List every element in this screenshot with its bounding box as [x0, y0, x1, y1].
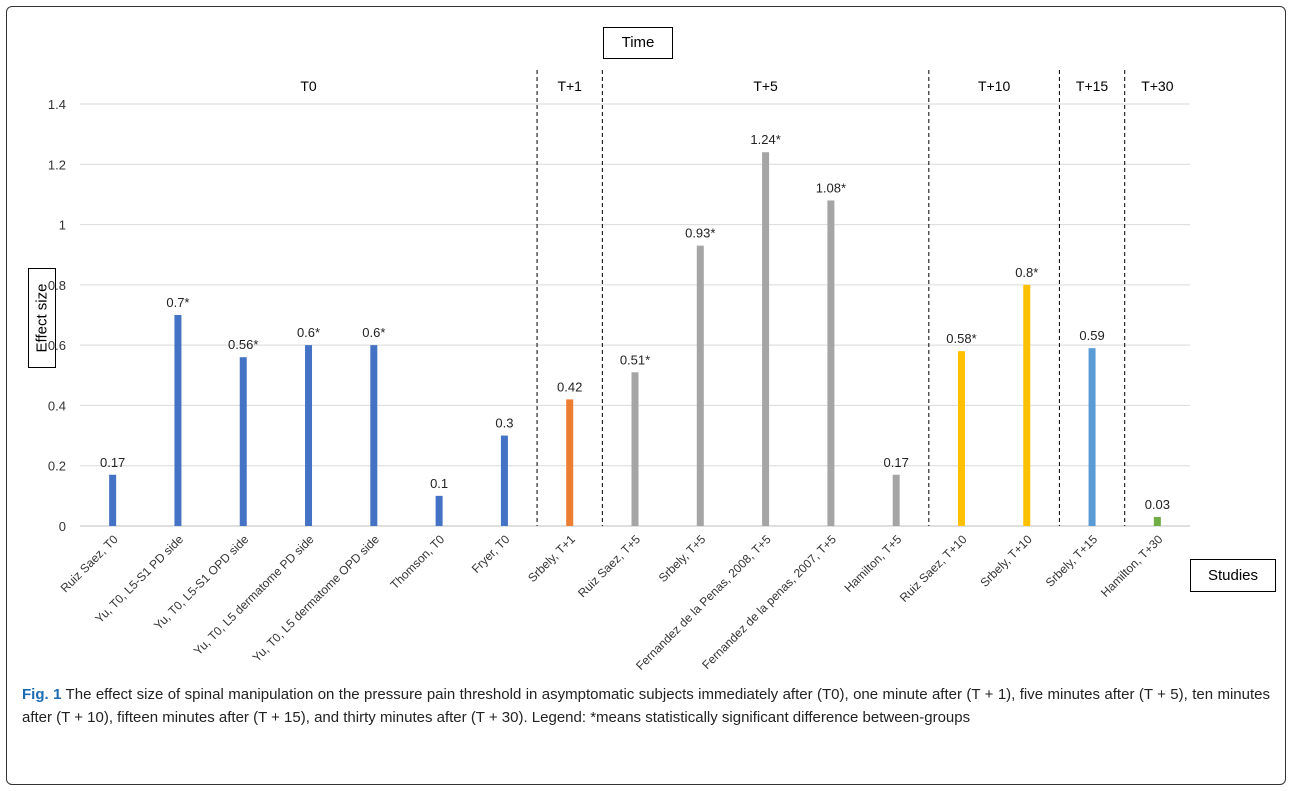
data-label: 0.59	[1079, 328, 1104, 343]
bar	[305, 345, 313, 526]
effect-size-bar-chart: 0 0.2 0.4 0.6 0.8 1 1.2 1.4 T0 T+1 T+5 T+10 T+15 T+30…	[48, 70, 1190, 673]
data-label: 0.93*	[685, 226, 715, 241]
bar	[435, 495, 443, 526]
y-axis-title: Effect size	[33, 283, 51, 353]
time-axis-title: Time	[603, 27, 673, 59]
category-label: Srbely, T+1	[525, 532, 578, 585]
data-label: 0.8*	[1015, 265, 1038, 280]
category-label: Srbely, T+15	[1043, 532, 1101, 590]
figure-frame	[6, 6, 1286, 785]
bar	[1023, 284, 1031, 526]
time-group-label: T+15	[1076, 78, 1109, 94]
data-label: 0.51*	[620, 352, 650, 367]
y-tick-label: 0.2	[48, 459, 66, 474]
figure-caption: Fig. 1 The effect size of spinal manipul…	[22, 683, 1270, 729]
bar	[631, 372, 639, 526]
bar	[1088, 348, 1096, 526]
bar	[239, 357, 247, 526]
bar	[762, 152, 770, 526]
category-label: Thomson, T0	[387, 532, 447, 592]
category-label: Fernandez de la Penas, 2008, T+5	[633, 532, 774, 673]
data-label: 0.6*	[297, 325, 320, 340]
y-tick-label: 0	[59, 519, 66, 534]
bar	[174, 315, 182, 526]
bar	[957, 351, 965, 526]
time-group-label: T+5	[753, 78, 778, 94]
time-group-label: T0	[300, 78, 317, 94]
time-group-label: T+30	[1141, 78, 1174, 94]
caption-text: The effect size of spinal manipulation o…	[22, 686, 1270, 726]
category-label: Ruiz Saez, T0	[58, 532, 121, 595]
category-label: Ruiz Saez, T+10	[897, 532, 970, 605]
y-axis-title-box: Effect size	[28, 268, 56, 368]
y-tick-label: 0.6	[48, 338, 66, 353]
category-label: Yu, T0, L5 dermatome PD side	[191, 532, 317, 658]
y-tick-label: 1.4	[48, 97, 66, 112]
data-label: 0.58*	[946, 331, 976, 346]
y-tick-label: 0.4	[48, 398, 66, 413]
category-label: Fryer, T0	[469, 532, 513, 576]
category-label: Hamilton, T+5	[841, 532, 904, 595]
bar	[1153, 516, 1161, 526]
data-label: 0.56*	[228, 337, 258, 352]
bar	[696, 245, 704, 526]
data-label: 0.7*	[166, 295, 189, 310]
y-tick-label: 0.8	[48, 278, 66, 293]
data-label: 1.24*	[750, 132, 780, 147]
bar	[109, 474, 117, 526]
bar	[827, 200, 835, 526]
time-group-label: T+1	[557, 78, 582, 94]
y-tick-label: 1	[59, 218, 66, 233]
caption-label: Fig. 1	[22, 686, 62, 703]
bar	[500, 435, 508, 526]
category-label: Ruiz Saez, T+5	[575, 532, 643, 600]
category-label: Srbely, T+10	[977, 532, 1035, 590]
category-label: Srbely, T+5	[656, 532, 709, 585]
bar	[566, 399, 574, 526]
data-label: 0.1	[430, 476, 448, 491]
time-group-label: T+10	[978, 78, 1011, 94]
x-axis-title: Studies	[1190, 559, 1276, 592]
data-label: 0.17	[100, 455, 125, 470]
data-label: 0.3	[495, 416, 513, 431]
data-label: 0.03	[1145, 497, 1170, 512]
data-label: 1.08*	[816, 180, 846, 195]
category-label: Hamilton, T+30	[1098, 532, 1166, 600]
data-label: 0.6*	[362, 325, 385, 340]
bar	[370, 345, 378, 526]
data-label: 0.42	[557, 379, 582, 394]
category-label: Yu, T0, L5 dermatome OPD side	[250, 532, 383, 665]
y-tick-label: 1.2	[48, 157, 66, 172]
category-label: Fernandez de la penas, 2007, T+5	[699, 532, 839, 672]
data-label: 0.17	[884, 455, 909, 470]
bar	[892, 474, 900, 526]
